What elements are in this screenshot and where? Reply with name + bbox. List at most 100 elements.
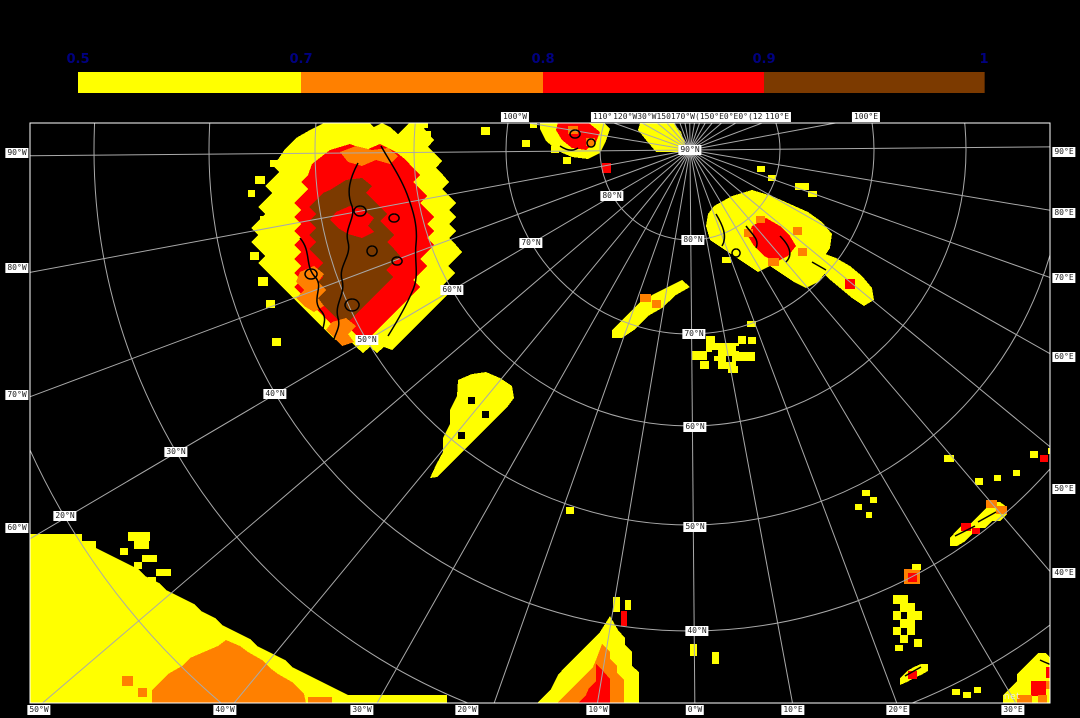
map-data-cell <box>272 338 281 346</box>
map-data-cell <box>640 294 651 302</box>
map-data-cell <box>744 229 753 237</box>
map-data-cell <box>961 523 971 531</box>
map-data-cell <box>1030 451 1038 458</box>
map-data-cell <box>893 611 901 620</box>
map-data-cell <box>908 671 917 679</box>
meridian-line <box>689 149 898 703</box>
map-data-cell <box>895 645 903 651</box>
map-data-cell <box>768 175 776 181</box>
coastline-path <box>388 213 400 223</box>
map-data-cell <box>260 216 269 224</box>
map-data-cell <box>900 635 908 643</box>
map-data-cell <box>907 627 915 635</box>
meridian-line <box>596 149 691 703</box>
coastline-path <box>1049 674 1050 675</box>
meridian-line <box>233 149 691 703</box>
parallel-circle <box>413 123 967 427</box>
coastline-path <box>380 145 418 337</box>
map-data-cell <box>690 644 697 656</box>
meridian-line <box>689 149 1050 573</box>
meridian-line <box>689 123 696 151</box>
coastline-path <box>332 162 359 349</box>
map-data-cell <box>1046 681 1050 689</box>
map-data-cell <box>424 131 431 137</box>
meridian-line <box>689 149 1050 448</box>
map-data-cell <box>1040 455 1048 462</box>
map-data-cell <box>798 248 807 256</box>
map-data-cell <box>156 569 171 576</box>
map-data-cell <box>522 140 530 147</box>
map-data-region <box>748 218 796 262</box>
meridian-line <box>689 149 696 703</box>
map-data-cell <box>712 350 718 356</box>
map-data-cell <box>1017 695 1032 703</box>
map-data-cell <box>718 361 736 369</box>
meridian-line <box>689 123 706 151</box>
map-data-cell <box>862 490 870 496</box>
parallel-circle <box>93 123 1050 703</box>
map-data-cell <box>908 573 917 582</box>
map-data-cell <box>866 512 872 518</box>
meridian-line <box>493 149 691 703</box>
map-data-cell <box>120 548 128 555</box>
meridian-line <box>30 149 691 157</box>
coastlines <box>299 129 1050 677</box>
colorbar-tick: 0.7 <box>289 52 313 67</box>
map-data-cell <box>963 692 971 698</box>
map-data-cell <box>134 541 149 549</box>
coastline-path <box>391 256 403 266</box>
map-data-cell <box>738 336 746 344</box>
map-data-cell <box>996 506 1007 514</box>
map-data-cell <box>1031 681 1046 696</box>
map-data-cell <box>692 351 707 360</box>
coastline-path <box>731 248 741 258</box>
meridian-line <box>689 123 839 151</box>
map-data-cell <box>613 597 620 612</box>
map-data-cell <box>944 455 954 462</box>
map-data-cell <box>1057 697 1070 703</box>
coastline-path <box>559 145 579 151</box>
map-data-cell <box>870 497 877 503</box>
map-data-cell <box>566 507 574 514</box>
map-data-cell <box>250 252 259 260</box>
map-data-cell <box>621 611 627 626</box>
coastline-path <box>586 138 596 148</box>
coastline-path <box>366 245 378 257</box>
coastline-path <box>954 525 976 537</box>
map-data-cell <box>972 528 980 534</box>
map-data-cell <box>308 697 332 703</box>
meridian-line <box>525 123 691 151</box>
map-data-cell <box>248 190 255 197</box>
map-data-cell <box>748 337 756 344</box>
colorbar-tick: 0.8 <box>531 52 555 67</box>
map-data-cell <box>994 475 1001 481</box>
coastline-path <box>779 235 791 263</box>
data-field-regions <box>30 123 1070 703</box>
map-data-region <box>326 318 356 346</box>
map-data-cell <box>728 366 738 373</box>
map-data-cell <box>255 176 265 184</box>
map-data-cell <box>808 191 817 197</box>
coastline-path <box>569 129 581 139</box>
map-data-cell <box>551 146 559 153</box>
meridian-line <box>689 149 1017 703</box>
meridian-line <box>689 123 737 151</box>
map-data-cell <box>722 257 731 263</box>
meridian-line <box>376 149 691 703</box>
map-data-region <box>30 534 447 703</box>
map-data-cell <box>625 600 631 610</box>
colorbar-tick: 0.9 <box>752 52 776 67</box>
map-data-cell <box>975 478 983 485</box>
map-data-cell <box>481 127 490 135</box>
meridian-line <box>689 149 1050 211</box>
coastline-path <box>353 205 367 217</box>
map-data-cell <box>563 157 571 164</box>
map-data-cell <box>893 627 901 635</box>
map-data-cell <box>586 138 595 146</box>
map-data-cell <box>458 432 465 439</box>
map-data-cell <box>730 343 739 352</box>
map-data-cell <box>706 336 715 344</box>
map-data-cell <box>900 603 915 612</box>
meridian-line <box>689 123 701 151</box>
